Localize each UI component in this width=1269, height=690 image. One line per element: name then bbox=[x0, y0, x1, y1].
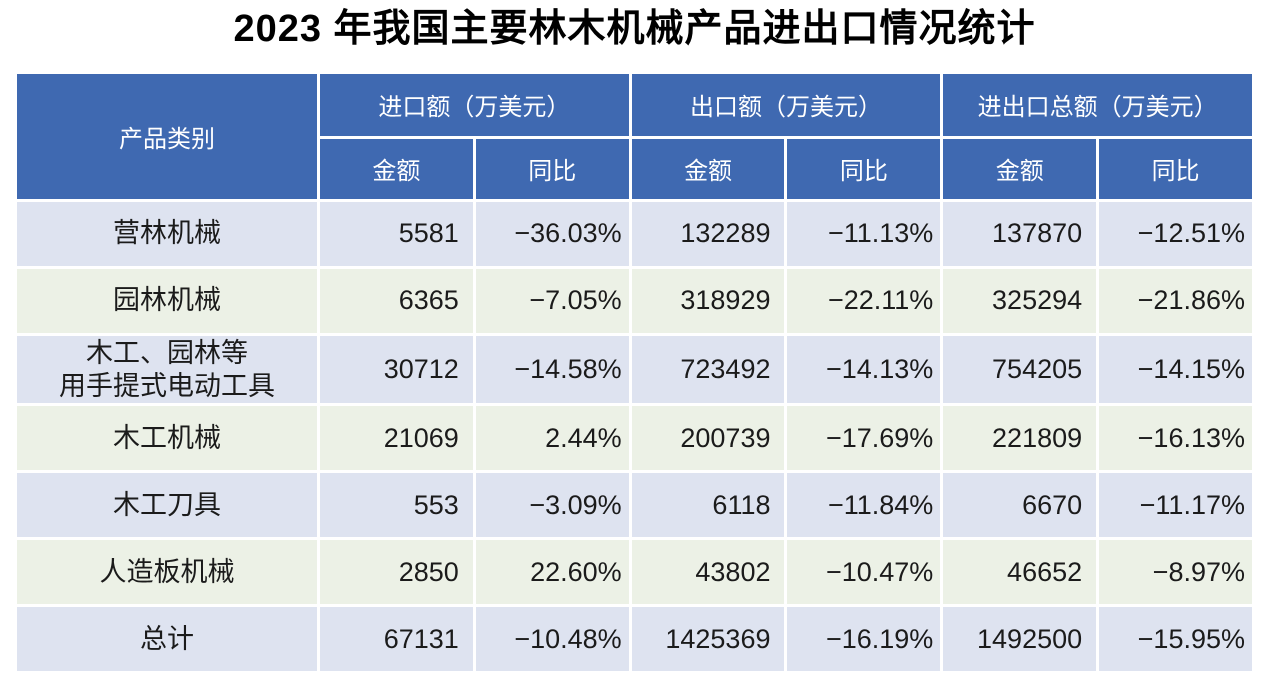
product-cell: 木工刀具 bbox=[17, 473, 317, 538]
product-cell: 园林机械 bbox=[17, 268, 317, 333]
subheader-total-amount: 金额 bbox=[943, 138, 1097, 199]
table-row: 人造板机械 2850 22.60% 43802 −10.47% 46652 −8… bbox=[17, 540, 1252, 605]
value-cell: 30712 bbox=[320, 335, 473, 404]
product-cell: 营林机械 bbox=[17, 201, 317, 266]
page-title: 2023 年我国主要林木机械产品进出口情况统计 bbox=[233, 8, 1036, 50]
value-cell: 6670 bbox=[943, 473, 1097, 538]
value-cell: −22.11% bbox=[787, 268, 941, 333]
value-cell: −15.95% bbox=[1099, 607, 1252, 672]
value-cell: −7.05% bbox=[475, 268, 629, 333]
value-cell: −16.19% bbox=[787, 607, 941, 672]
value-cell: 6118 bbox=[631, 473, 785, 538]
subheader-import-amount: 金额 bbox=[320, 138, 473, 199]
product-cell: 木工、园林等 用手提式电动工具 bbox=[17, 335, 317, 404]
value-cell: 754205 bbox=[943, 335, 1097, 404]
value-cell: −10.48% bbox=[475, 607, 629, 672]
value-cell: −11.13% bbox=[787, 201, 941, 266]
table-row: 木工刀具 553 −3.09% 6118 −11.84% 6670 −11.17… bbox=[17, 473, 1252, 538]
subheader-import-yoy: 同比 bbox=[475, 138, 629, 199]
value-cell: 6365 bbox=[320, 268, 473, 333]
table-row: 园林机械 6365 −7.05% 318929 −22.11% 325294 −… bbox=[17, 268, 1252, 333]
value-cell: −12.51% bbox=[1099, 201, 1252, 266]
value-cell: −21.86% bbox=[1099, 268, 1252, 333]
group-header-export: 出口额（万美元） bbox=[631, 73, 941, 136]
table-row-total: 总计 67131 −10.48% 1425369 −16.19% 1492500… bbox=[17, 607, 1252, 672]
value-cell: 200739 bbox=[631, 406, 785, 471]
value-cell: −14.58% bbox=[475, 335, 629, 404]
value-cell: 2.44% bbox=[475, 406, 629, 471]
value-cell: 132289 bbox=[631, 201, 785, 266]
value-cell: −14.13% bbox=[787, 335, 941, 404]
import-export-table: 产品类别 进口额（万美元） 出口额（万美元） 进出口总额（万美元） 金额 同比 … bbox=[14, 71, 1255, 675]
value-cell: 2850 bbox=[320, 540, 473, 605]
sub-header-row: 金额 同比 金额 同比 金额 同比 bbox=[17, 138, 1252, 199]
product-cell: 人造板机械 bbox=[17, 540, 317, 605]
value-cell: 5581 bbox=[320, 201, 473, 266]
value-cell: −8.97% bbox=[1099, 540, 1252, 605]
table-row: 营林机械 5581 −36.03% 132289 −11.13% 137870 … bbox=[17, 201, 1252, 266]
value-cell: −3.09% bbox=[475, 473, 629, 538]
group-header-row: 产品类别 进口额（万美元） 出口额（万美元） 进出口总额（万美元） bbox=[17, 73, 1252, 199]
value-cell: 325294 bbox=[943, 268, 1097, 333]
value-cell: −10.47% bbox=[787, 540, 941, 605]
subheader-export-yoy: 同比 bbox=[787, 138, 941, 199]
subheader-total-yoy: 同比 bbox=[1099, 138, 1252, 199]
value-cell: 318929 bbox=[631, 268, 785, 333]
value-cell: 137870 bbox=[943, 201, 1097, 266]
table-row: 木工机械 21069 2.44% 200739 −17.69% 221809 −… bbox=[17, 406, 1252, 471]
value-cell: 22.60% bbox=[475, 540, 629, 605]
value-cell: 723492 bbox=[631, 335, 785, 404]
value-cell: 43802 bbox=[631, 540, 785, 605]
value-cell: 67131 bbox=[320, 607, 473, 672]
value-cell: −11.17% bbox=[1099, 473, 1252, 538]
group-header-import: 进口额（万美元） bbox=[320, 73, 629, 136]
value-cell: −14.15% bbox=[1099, 335, 1252, 404]
value-cell: 46652 bbox=[943, 540, 1097, 605]
value-cell: 553 bbox=[320, 473, 473, 538]
col-header-product: 产品类别 bbox=[17, 73, 317, 199]
subheader-export-amount: 金额 bbox=[631, 138, 785, 199]
value-cell: 221809 bbox=[943, 406, 1097, 471]
product-cell: 木工机械 bbox=[17, 406, 317, 471]
table-header: 产品类别 进口额（万美元） 出口额（万美元） 进出口总额（万美元） 金额 同比 … bbox=[17, 73, 1252, 199]
product-cell: 总计 bbox=[17, 607, 317, 672]
value-cell: −16.13% bbox=[1099, 406, 1252, 471]
value-cell: −36.03% bbox=[475, 201, 629, 266]
table-row: 木工、园林等 用手提式电动工具 30712 −14.58% 723492 −14… bbox=[17, 335, 1252, 404]
value-cell: 21069 bbox=[320, 406, 473, 471]
value-cell: 1425369 bbox=[631, 607, 785, 672]
value-cell: 1492500 bbox=[943, 607, 1097, 672]
value-cell: −11.84% bbox=[787, 473, 941, 538]
group-header-total: 进出口总额（万美元） bbox=[943, 73, 1252, 136]
value-cell: −17.69% bbox=[787, 406, 941, 471]
table-body: 营林机械 5581 −36.03% 132289 −11.13% 137870 … bbox=[17, 201, 1252, 672]
